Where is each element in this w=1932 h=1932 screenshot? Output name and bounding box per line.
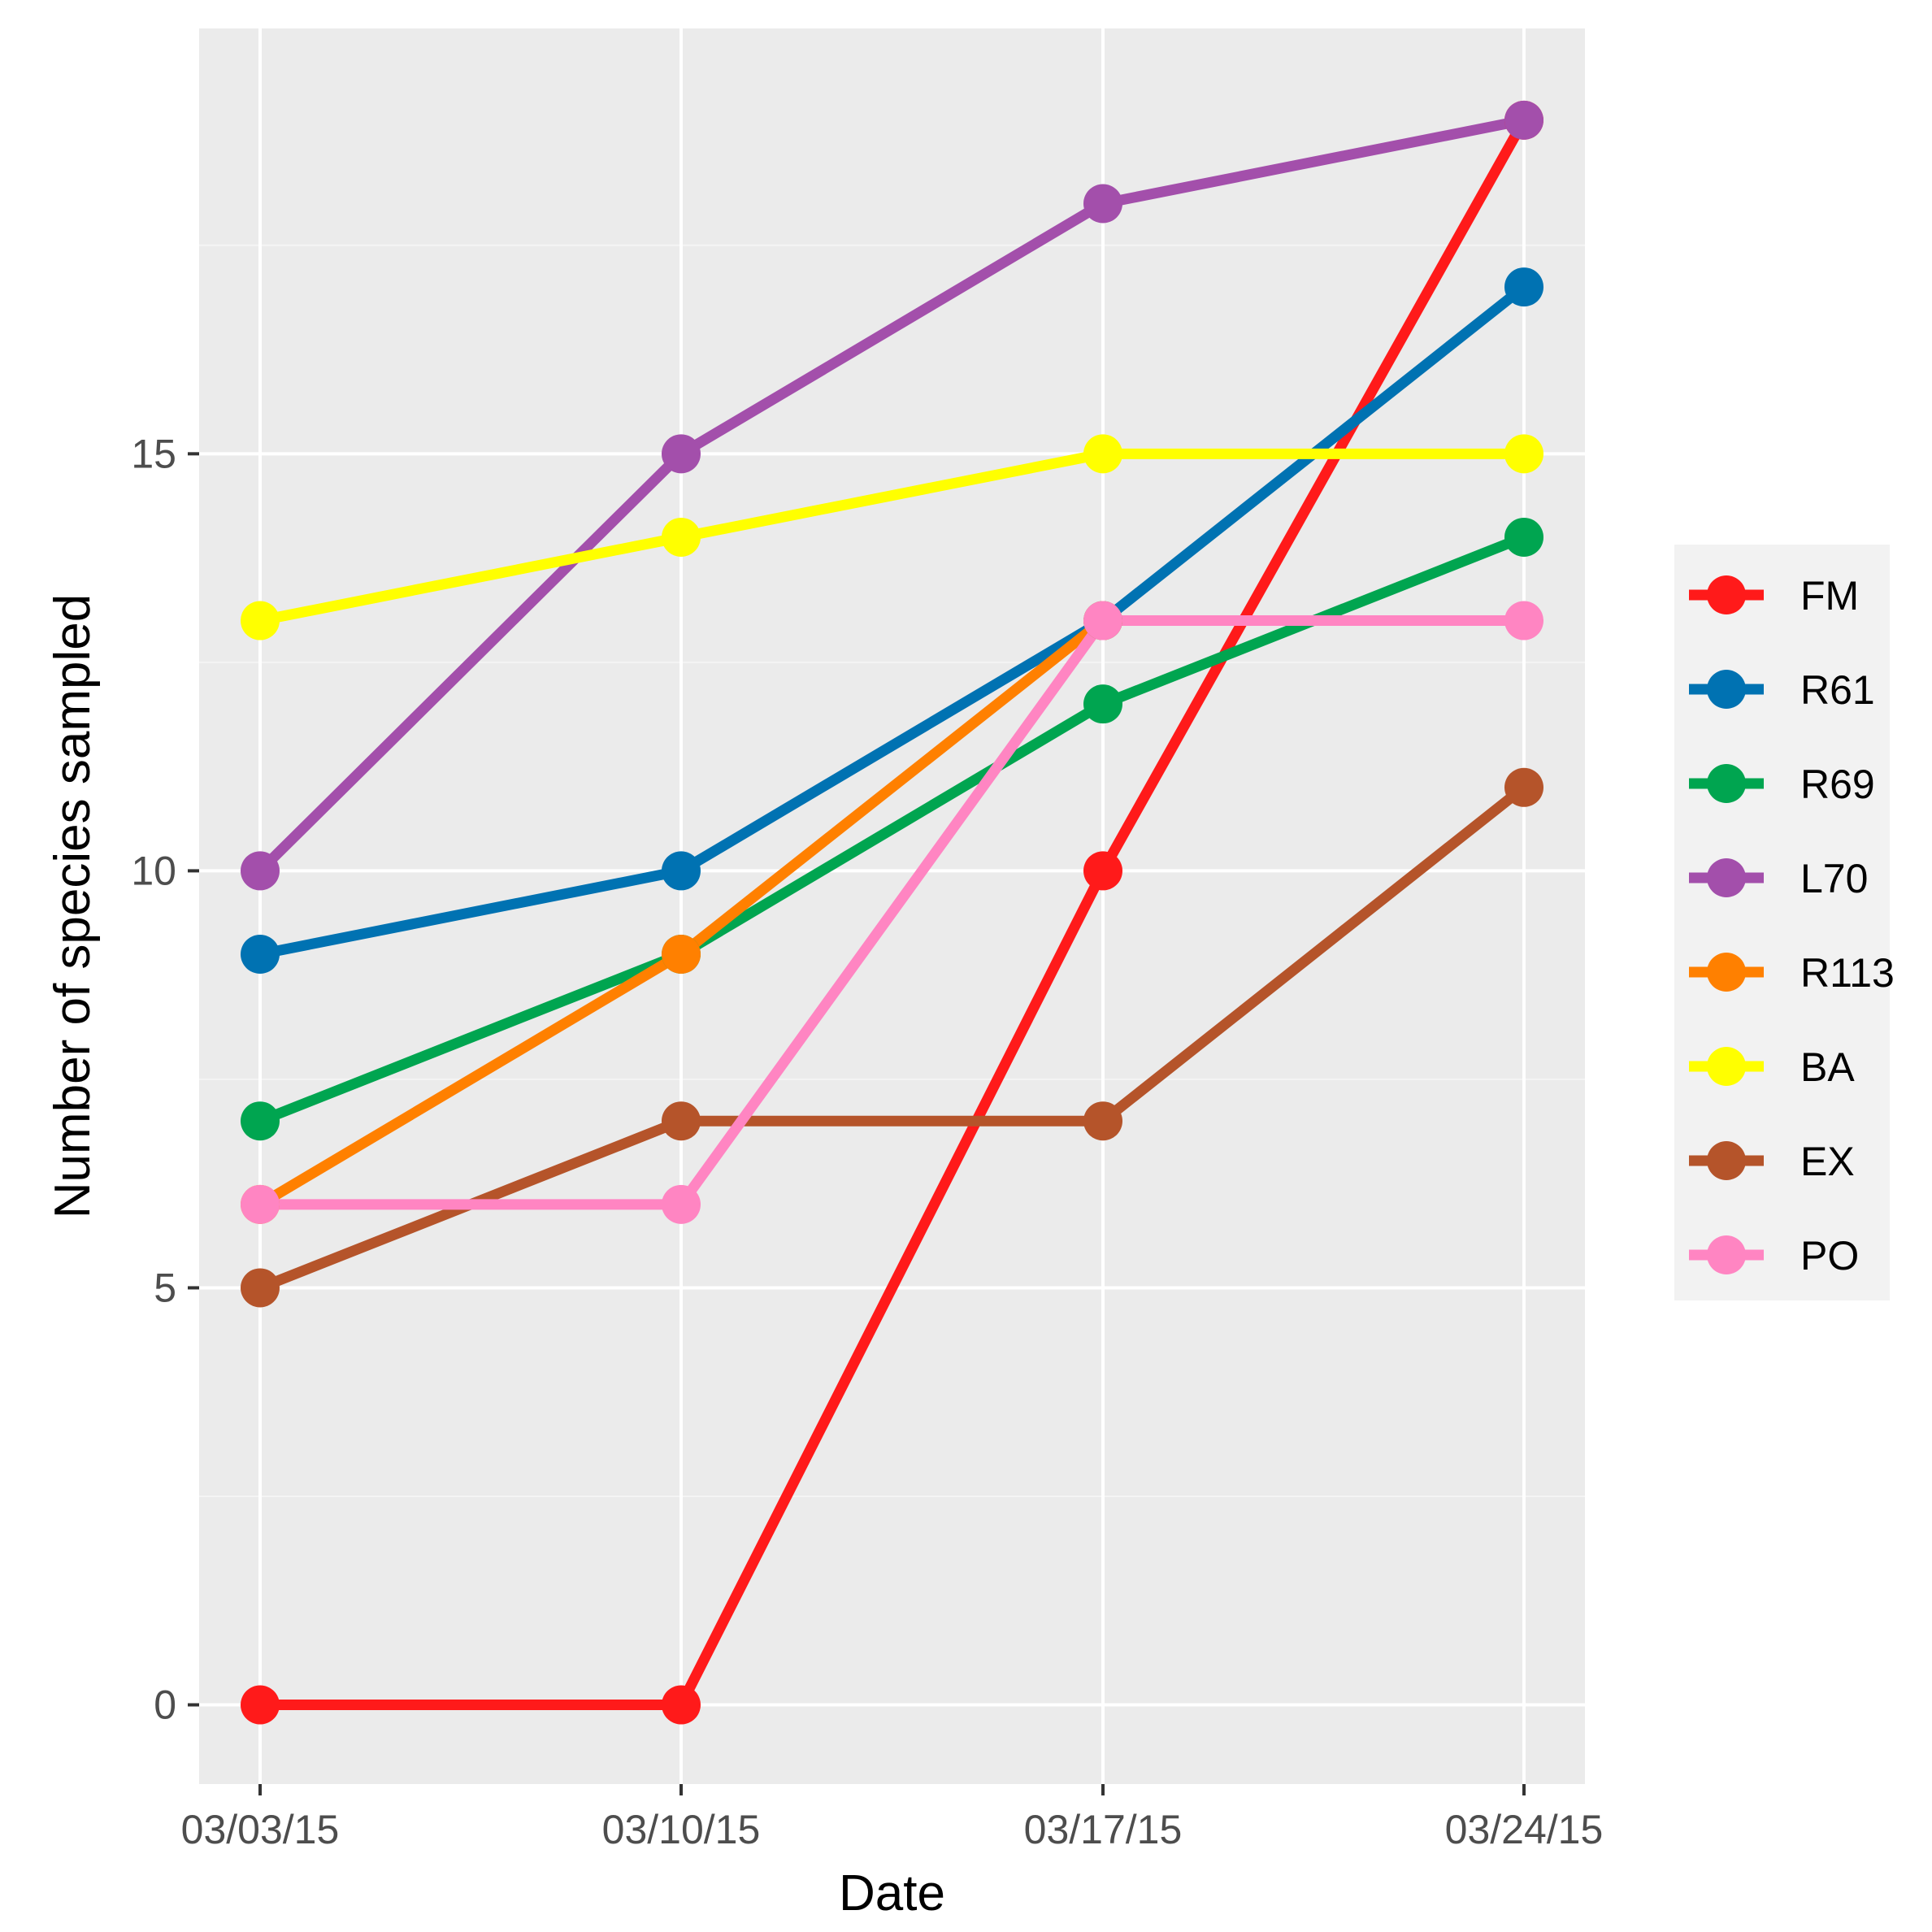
x-tick-label: 03/24/15 xyxy=(1445,1807,1604,1852)
series-line-l70 xyxy=(256,115,1526,875)
legend-key-point xyxy=(1707,1141,1746,1180)
y-axis-title: Number of species sampled xyxy=(45,594,101,1218)
legend-label-ex: EX xyxy=(1800,1139,1855,1184)
legend-key-point xyxy=(1707,1235,1746,1274)
data-point-r61 xyxy=(662,851,701,891)
legend-key-point xyxy=(1707,575,1746,614)
data-point-ba xyxy=(1504,434,1543,474)
data-point-r69 xyxy=(1504,517,1543,557)
x-tick-label: 03/03/15 xyxy=(181,1807,340,1852)
legend-key-point xyxy=(1707,764,1746,803)
series-line-fm xyxy=(260,117,1529,1711)
y-tick-label: 15 xyxy=(131,431,176,476)
data-point-ba xyxy=(662,517,701,557)
data-point-po xyxy=(1083,601,1122,640)
legend-key-point xyxy=(1707,670,1746,709)
legend-label-r61: R61 xyxy=(1800,667,1875,713)
y-tick-label: 0 xyxy=(154,1682,176,1728)
legend-label-ba: BA xyxy=(1800,1044,1855,1090)
y-tick-label: 10 xyxy=(131,848,176,893)
data-point-ba xyxy=(1083,434,1122,474)
x-tick-label: 03/10/15 xyxy=(602,1807,761,1852)
data-point-r61 xyxy=(1504,267,1543,307)
data-point-fm xyxy=(1083,851,1122,891)
legend-key-point xyxy=(1707,953,1746,992)
series-line-ba xyxy=(258,448,1524,626)
data-point-po xyxy=(1504,601,1543,640)
series-points xyxy=(241,100,1543,1725)
series-lines xyxy=(256,115,1529,1711)
data-point-po xyxy=(241,1184,280,1224)
data-point-ex xyxy=(1504,767,1543,807)
series-line-po xyxy=(260,615,1524,1210)
x-tick-label: 03/17/15 xyxy=(1024,1807,1183,1852)
data-point-r69 xyxy=(241,1101,280,1141)
data-point-fm xyxy=(662,1685,701,1725)
legend-key-point xyxy=(1707,1047,1746,1086)
data-point-r61 xyxy=(241,935,280,975)
legend-label-r69: R69 xyxy=(1800,762,1875,807)
x-axis: 03/03/15 03/10/15 03/17/15 03/24/15 xyxy=(181,1784,1604,1852)
x-axis-title: Date xyxy=(839,1865,945,1921)
y-tick-label: 5 xyxy=(154,1265,176,1310)
y-axis: 0 5 10 15 xyxy=(131,431,199,1728)
data-point-fm xyxy=(241,1685,280,1725)
minor-gridlines xyxy=(199,244,1585,1497)
legend-key-point xyxy=(1707,858,1746,897)
data-point-l70 xyxy=(241,851,280,891)
legend-label-fm: FM xyxy=(1800,573,1859,619)
legend-label-po: PO xyxy=(1800,1233,1859,1279)
data-point-ex xyxy=(662,1101,701,1141)
legend-background xyxy=(1674,545,1890,1300)
data-point-r113 xyxy=(662,935,701,975)
data-point-r69 xyxy=(1083,684,1122,724)
data-point-ex xyxy=(1083,1101,1122,1141)
data-point-po xyxy=(662,1184,701,1224)
data-point-l70 xyxy=(662,434,701,474)
legend: FM R61 R69 L70 R113 BA EX PO xyxy=(1674,545,1895,1300)
legend-label-l70: L70 xyxy=(1800,856,1868,901)
data-point-ex xyxy=(241,1268,280,1308)
legend-label-r113: R113 xyxy=(1800,950,1895,996)
data-point-l70 xyxy=(1504,100,1543,140)
data-point-ba xyxy=(241,601,280,640)
data-point-l70 xyxy=(1083,184,1122,224)
